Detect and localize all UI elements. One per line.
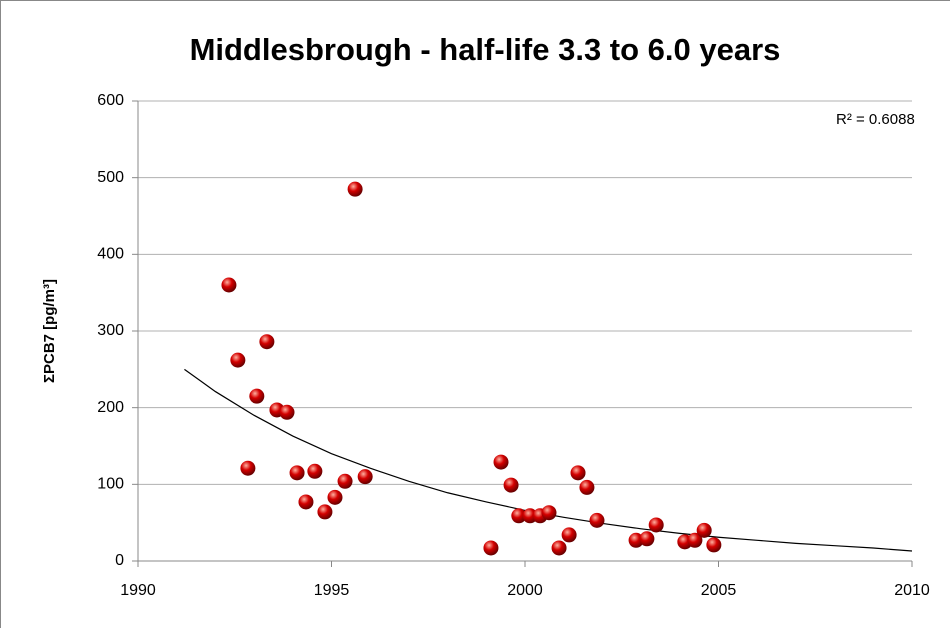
x-tick-label: 2005	[701, 582, 737, 599]
data-point	[249, 388, 265, 404]
data-point	[259, 334, 275, 350]
y-tick-label: 300	[97, 322, 124, 339]
data-point	[541, 505, 557, 521]
data-point	[696, 522, 712, 538]
x-tick-label: 1990	[120, 582, 156, 599]
data-point	[493, 454, 509, 470]
data-point	[483, 540, 499, 556]
data-point	[298, 494, 314, 510]
data-point	[503, 477, 519, 493]
y-tick-label: 0	[115, 552, 124, 569]
y-tick-label: 100	[97, 476, 124, 493]
data-point	[687, 532, 703, 548]
data-point	[561, 527, 577, 543]
y-axis-title: ΣPCB7 [pg/m³]	[41, 279, 58, 383]
data-point	[317, 504, 333, 520]
r-squared: R² = 0.6088	[836, 111, 915, 128]
data-point	[589, 512, 605, 528]
y-tick-label: 400	[97, 246, 124, 263]
data-point	[221, 277, 237, 293]
y-tick-label: 500	[97, 169, 124, 186]
data-point	[327, 489, 343, 505]
data-point	[706, 537, 722, 553]
chart-title: Middlesbrough - half-life 3.3 to 6.0 yea…	[190, 32, 781, 67]
data-point	[230, 352, 246, 368]
data-point	[551, 540, 567, 556]
data-point	[240, 460, 256, 476]
x-tick-label: 2010	[894, 582, 930, 599]
data-point	[289, 465, 305, 481]
data-point	[579, 479, 595, 495]
data-point	[511, 508, 527, 524]
data-point	[570, 465, 586, 481]
data-point	[337, 473, 353, 489]
x-tick-label: 2000	[507, 582, 543, 599]
data-point	[307, 463, 323, 479]
data-point	[279, 404, 295, 420]
y-tick-label: 200	[97, 399, 124, 416]
data-point	[347, 181, 363, 197]
data-point	[639, 531, 655, 547]
data-point	[648, 517, 664, 533]
y-tick-label: 600	[97, 92, 124, 109]
x-tick-label: 1995	[314, 582, 350, 599]
data-point	[357, 469, 373, 485]
